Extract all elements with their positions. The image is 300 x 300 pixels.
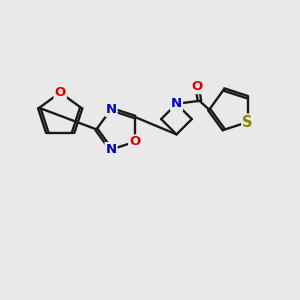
Text: N: N — [171, 97, 182, 110]
Text: O: O — [191, 80, 203, 93]
Text: N: N — [106, 143, 117, 156]
Text: O: O — [129, 135, 140, 148]
Text: O: O — [55, 86, 66, 99]
Text: N: N — [106, 103, 117, 116]
Text: S: S — [242, 115, 253, 130]
